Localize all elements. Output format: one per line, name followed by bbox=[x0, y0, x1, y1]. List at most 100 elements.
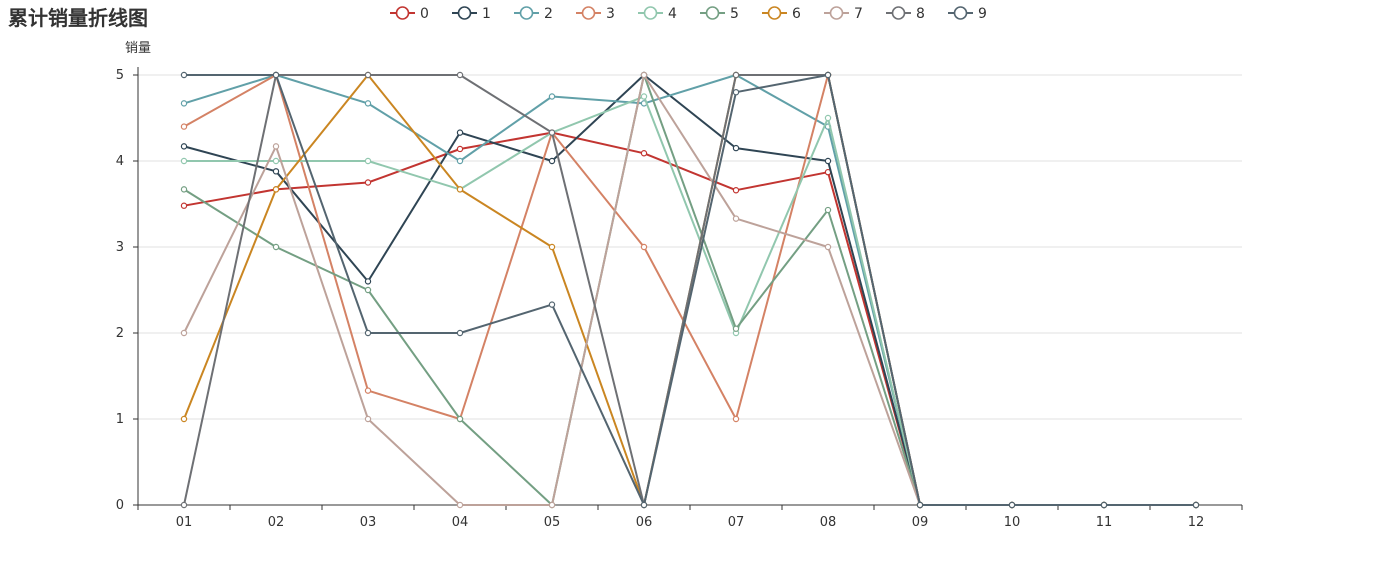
data-point[interactable] bbox=[364, 179, 372, 186]
data-point[interactable] bbox=[548, 93, 556, 100]
legend-item-7[interactable]: 7 bbox=[824, 6, 863, 22]
data-point[interactable] bbox=[180, 329, 188, 337]
legend-marker-icon bbox=[705, 6, 720, 20]
data-point[interactable] bbox=[364, 278, 372, 285]
data-point[interactable] bbox=[180, 501, 188, 509]
data-point[interactable] bbox=[824, 114, 832, 122]
chart-title: 累计销量折线图 bbox=[8, 6, 148, 30]
data-point[interactable] bbox=[1192, 501, 1200, 509]
data-point[interactable] bbox=[824, 157, 832, 165]
data-point[interactable] bbox=[364, 415, 372, 423]
data-point[interactable] bbox=[180, 143, 188, 150]
data-point[interactable] bbox=[732, 187, 740, 194]
legend-marker-icon bbox=[519, 6, 534, 20]
data-point[interactable] bbox=[180, 157, 188, 165]
data-point[interactable] bbox=[916, 501, 924, 509]
legend-marker-icon bbox=[767, 6, 782, 20]
y-tick-label: 5 bbox=[116, 68, 124, 83]
x-tick-label: 08 bbox=[820, 515, 837, 530]
legend-item-8[interactable]: 8 bbox=[886, 6, 925, 22]
series-line-8 bbox=[183, 74, 1196, 506]
x-tick-label: 12 bbox=[1188, 515, 1205, 530]
x-tick-label: 07 bbox=[728, 515, 745, 530]
x-tick-label: 05 bbox=[544, 515, 561, 530]
legend-label: 1 bbox=[482, 6, 491, 22]
legend-marker-icon bbox=[829, 6, 844, 20]
data-point[interactable] bbox=[732, 71, 740, 79]
legend-item-2[interactable]: 2 bbox=[514, 6, 553, 22]
data-point[interactable] bbox=[180, 415, 188, 423]
legend-item-9[interactable]: 9 bbox=[948, 6, 987, 22]
data-point[interactable] bbox=[456, 145, 464, 153]
legend-item-5[interactable]: 5 bbox=[700, 6, 739, 22]
gridlines bbox=[138, 74, 1242, 420]
x-tick-label: 03 bbox=[360, 515, 377, 530]
data-point[interactable] bbox=[272, 186, 280, 193]
data-point[interactable] bbox=[732, 215, 740, 222]
data-point[interactable] bbox=[456, 129, 464, 136]
legend-marker-icon bbox=[457, 6, 472, 20]
y-tick-label: 4 bbox=[116, 154, 124, 169]
data-point[interactable] bbox=[180, 123, 188, 130]
y-tick-label: 1 bbox=[116, 412, 124, 427]
series-line-0 bbox=[183, 131, 1196, 506]
data-point[interactable] bbox=[640, 243, 648, 251]
data-point[interactable] bbox=[456, 71, 464, 79]
data-point[interactable] bbox=[364, 100, 372, 107]
data-point[interactable] bbox=[180, 71, 188, 79]
data-point[interactable] bbox=[548, 301, 556, 308]
data-point[interactable] bbox=[180, 202, 188, 209]
x-tick-label: 10 bbox=[1004, 515, 1021, 530]
data-point[interactable] bbox=[272, 157, 280, 165]
data-point[interactable] bbox=[1008, 501, 1016, 509]
legend-label: 6 bbox=[792, 6, 801, 22]
x-tick-label: 06 bbox=[636, 515, 653, 530]
data-point[interactable] bbox=[180, 100, 188, 107]
data-point[interactable] bbox=[548, 157, 556, 165]
data-point[interactable] bbox=[732, 144, 740, 152]
data-point[interactable] bbox=[180, 186, 188, 193]
data-point[interactable] bbox=[364, 71, 372, 79]
data-point[interactable] bbox=[732, 88, 740, 96]
data-point[interactable] bbox=[640, 71, 648, 79]
data-point[interactable] bbox=[1100, 501, 1108, 509]
legend-item-6[interactable]: 6 bbox=[762, 6, 801, 22]
series-lines bbox=[180, 71, 1200, 509]
data-point[interactable] bbox=[640, 501, 648, 509]
data-point[interactable] bbox=[364, 329, 372, 337]
series-9 bbox=[180, 71, 1200, 509]
legend-label: 2 bbox=[544, 6, 553, 22]
series-8 bbox=[180, 71, 1200, 509]
data-point[interactable] bbox=[272, 168, 280, 175]
data-point[interactable] bbox=[824, 71, 832, 79]
data-point[interactable] bbox=[824, 206, 832, 214]
data-point[interactable] bbox=[456, 186, 464, 193]
y-tick-label: 3 bbox=[116, 240, 124, 255]
data-point[interactable] bbox=[272, 143, 280, 150]
legend-item-3[interactable]: 3 bbox=[576, 6, 615, 22]
data-point[interactable] bbox=[364, 157, 372, 165]
legend-item-0[interactable]: 0 bbox=[390, 6, 429, 22]
data-point[interactable] bbox=[456, 501, 464, 509]
data-point[interactable] bbox=[548, 501, 556, 509]
x-tick-label: 11 bbox=[1096, 515, 1113, 530]
x-tick-label: 09 bbox=[912, 515, 929, 530]
data-point[interactable] bbox=[824, 243, 832, 251]
data-point[interactable] bbox=[640, 93, 648, 100]
data-point[interactable] bbox=[364, 387, 372, 394]
data-point[interactable] bbox=[548, 129, 556, 136]
legend-item-1[interactable]: 1 bbox=[452, 6, 491, 22]
data-point[interactable] bbox=[456, 329, 464, 337]
data-point[interactable] bbox=[364, 286, 372, 294]
data-point[interactable] bbox=[456, 415, 464, 423]
legend-item-4[interactable]: 4 bbox=[638, 6, 677, 22]
data-point[interactable] bbox=[272, 71, 280, 79]
data-point[interactable] bbox=[548, 243, 556, 251]
data-point[interactable] bbox=[640, 150, 648, 157]
data-point[interactable] bbox=[732, 325, 740, 332]
data-point[interactable] bbox=[732, 415, 740, 423]
y-tick-label: 0 bbox=[116, 498, 124, 513]
data-point[interactable] bbox=[272, 243, 280, 251]
data-point[interactable] bbox=[456, 157, 464, 165]
